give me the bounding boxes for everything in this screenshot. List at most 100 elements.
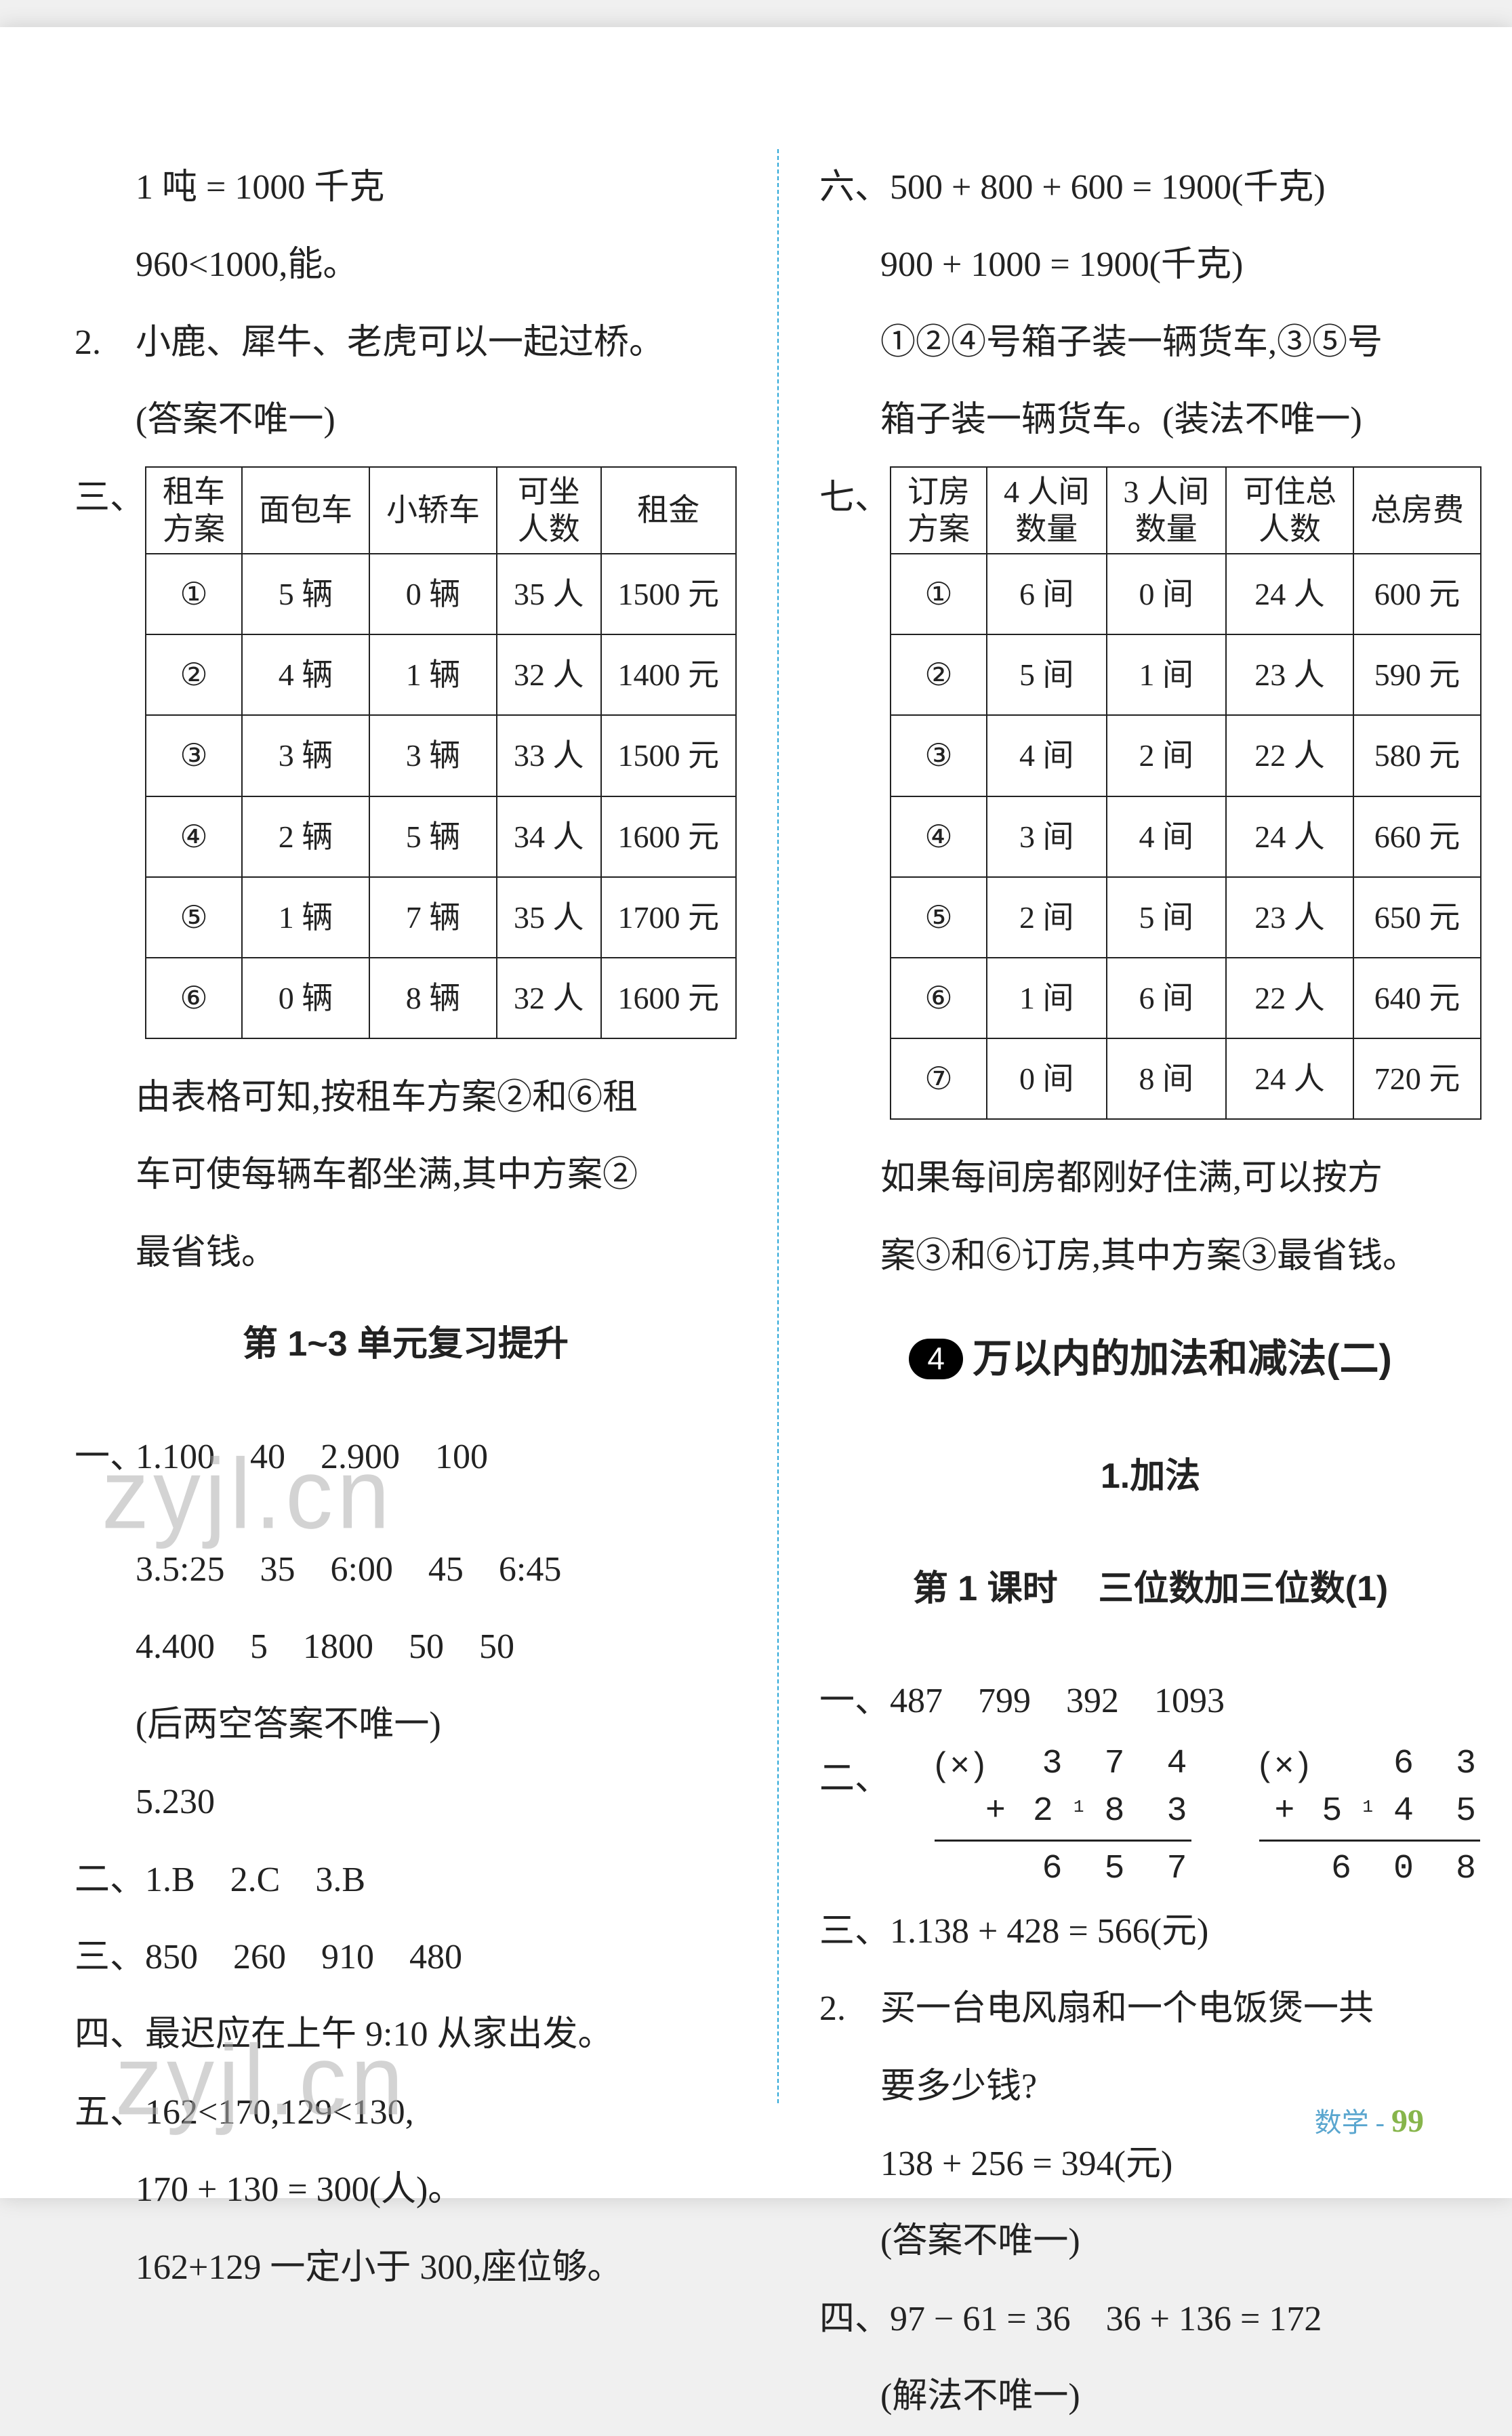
table-cell: ③ <box>891 715 987 796</box>
left-line-1: 1 吨 = 1000 千克 <box>75 149 737 226</box>
six-c: ①②④号箱子装一辆货车,③⑤号 <box>819 304 1482 382</box>
table-cell: 660 元 <box>1353 796 1481 877</box>
table-cell: 1600 元 <box>601 958 737 1038</box>
table-row: ⑤2 间5 间23 人650 元 <box>891 877 1481 958</box>
table-row: ⑤1 辆7 辆35 人1700 元 <box>146 877 736 958</box>
table-cell: 1500 元 <box>601 715 737 796</box>
page: zyjl.cn zyjl.cn 1 吨 = 1000 千克 960<1000,能… <box>0 27 1512 2198</box>
table-cell: 4 间 <box>1107 796 1227 877</box>
table-cell: 1 辆 <box>369 634 497 715</box>
table-row: ①6 间0 间24 人600 元 <box>891 554 1481 634</box>
table-row: ⑥1 间6 间22 人640 元 <box>891 958 1481 1038</box>
table-cell: 3 辆 <box>369 715 497 796</box>
table-cell: 1 间 <box>987 958 1107 1038</box>
table-row: ⑦0 间8 间24 人720 元 <box>891 1038 1481 1119</box>
review-title: 第 1~3 单元复习提升 <box>75 1305 737 1383</box>
arith1-top: 3 7 4 <box>1042 1741 1191 1788</box>
table-header-cell: 面包车 <box>242 467 369 554</box>
after-table-b: 车可使每辆车都坐满,其中方案② <box>75 1137 737 1214</box>
table-cell: 7 辆 <box>369 877 497 958</box>
table-cell: 3 间 <box>987 796 1107 877</box>
table-row: ②4 辆1 辆32 人1400 元 <box>146 634 736 715</box>
table-cell: 8 辆 <box>369 958 497 1038</box>
six-b: 900 + 1000 = 1900(千克) <box>819 226 1482 304</box>
table-cell: 720 元 <box>1353 1038 1481 1119</box>
footer-page: 99 <box>1391 2103 1424 2139</box>
footer: 数学 - 99 <box>1315 2086 1424 2157</box>
table-cell: 0 辆 <box>369 554 497 634</box>
unit-title: 万以内的加法和减法(二) <box>973 1316 1392 1402</box>
review-4: 四、最迟应在上午 9:10 从家出发。 <box>75 1996 737 2073</box>
right-column: 六、500 + 800 + 600 = 1900(千克) 900 + 1000 … <box>819 149 1482 2103</box>
arith1-bot2: 8 3 <box>1105 1788 1191 1835</box>
table-header-row: 租车方案面包车小轿车可坐人数租金 <box>146 467 736 554</box>
review-1-e: 5.230 <box>75 1764 737 1841</box>
arith1-res: 6 5 7 <box>1042 1846 1191 1893</box>
table-cell: ⑤ <box>146 877 242 958</box>
table-cell: ④ <box>891 796 987 877</box>
table-cell: 0 间 <box>1107 554 1227 634</box>
table-cell: 2 间 <box>1107 715 1227 796</box>
table-cell: 5 间 <box>987 634 1107 715</box>
table-cell: 35 人 <box>497 877 601 958</box>
two-marker: 二、 <box>819 1741 867 1818</box>
after-table7-b: 案③和⑥订房,其中方案③最省钱。 <box>819 1218 1482 1295</box>
lesson-row: 第 1 课时 三位数加三位数(1) <box>819 1550 1482 1627</box>
table-cell: 590 元 <box>1353 634 1481 715</box>
table-cell: 6 间 <box>1107 958 1227 1038</box>
table-header-cell: 租金 <box>601 467 737 554</box>
lesson-left: 第 1 课时 <box>913 1550 1058 1627</box>
left-column: 1 吨 = 1000 千克 960<1000,能。 2.小鹿、犀牛、老虎可以一起… <box>75 149 737 2103</box>
r-three-e: (答案不唯一) <box>819 2203 1482 2280</box>
arith2-top: 6 3 <box>1393 1741 1480 1788</box>
left-line-4: (答案不唯一) <box>75 382 737 459</box>
r-one: 一、487 799 392 1093 <box>819 1663 1482 1740</box>
table-header-cell: 4 人间数量 <box>987 467 1107 554</box>
unit-header-row: 4 万以内的加法和减法(二) <box>819 1316 1482 1402</box>
after-table-a: 由表格可知,按租车方案②和⑥租 <box>75 1059 737 1137</box>
table-cell: ② <box>891 634 987 715</box>
table-cell: 3 辆 <box>242 715 369 796</box>
item-2-marker: 2. <box>819 1970 880 2048</box>
table-cell: 640 元 <box>1353 958 1481 1038</box>
table-cell: 22 人 <box>1226 715 1353 796</box>
table-cell: 32 人 <box>497 634 601 715</box>
table-cell: 2 间 <box>987 877 1107 958</box>
table-cell: 1500 元 <box>601 554 737 634</box>
table-cell: 22 人 <box>1226 958 1353 1038</box>
table-cell: ③ <box>146 715 242 796</box>
review-1-a-text: 1.100 40 2.900 100 <box>136 1438 488 1476</box>
table-cell: 6 间 <box>987 554 1107 634</box>
six-d: 箱子装一辆货车。(装法不唯一) <box>819 382 1482 459</box>
arith-1: (×)3 7 4 +218 3 6 5 7 <box>935 1741 1191 1893</box>
r-four: 四、97 − 61 = 36 36 + 136 = 172 <box>819 2281 1482 2358</box>
unit-pill: 4 <box>909 1339 963 1379</box>
table-cell: 580 元 <box>1353 715 1481 796</box>
table-cell: 4 间 <box>987 715 1107 796</box>
r-three-b: 2.买一台电风扇和一个电饭煲一共 <box>819 1970 1482 2048</box>
left-line-2: 960<1000,能。 <box>75 226 737 304</box>
table-cell: 34 人 <box>497 796 601 877</box>
one-marker: 一、 <box>75 1419 136 1496</box>
table-cell: 5 辆 <box>242 554 369 634</box>
six-a: 六、500 + 800 + 600 = 1900(千克) <box>819 149 1482 226</box>
table-cell: 600 元 <box>1353 554 1481 634</box>
section-3-marker: 三、 <box>75 460 145 537</box>
review-5-c: 162+129 一定小于 300,座位够。 <box>75 2229 737 2307</box>
review-1-c: 4.400 5 1800 50 50 <box>75 1608 737 1686</box>
sub-title: 1.加法 <box>819 1438 1482 1515</box>
arithmetic-row: 二、 (×)3 7 4 +218 3 6 5 7 (×)6 3 +514 5 6… <box>819 1741 1482 1893</box>
table-cell: ⑥ <box>146 958 242 1038</box>
arith2-mark: (×) <box>1259 1741 1314 1788</box>
booking-table: 订房方案4 人间数量3 人间数量可住总人数总房费 ①6 间0 间24 人600 … <box>890 466 1482 1120</box>
review-2: 二、1.B 2.C 3.B <box>75 1842 737 1919</box>
table-header-cell: 小轿车 <box>369 467 497 554</box>
table-cell: 1400 元 <box>601 634 737 715</box>
table-cell: ① <box>146 554 242 634</box>
footer-dash: - <box>1376 2107 1391 2138</box>
table-cell: 650 元 <box>1353 877 1481 958</box>
table-cell: 35 人 <box>497 554 601 634</box>
table-cell: 1600 元 <box>601 796 737 877</box>
table-row: ⑥0 辆8 辆32 人1600 元 <box>146 958 736 1038</box>
columns: 1 吨 = 1000 千克 960<1000,能。 2.小鹿、犀牛、老虎可以一起… <box>75 149 1437 2103</box>
